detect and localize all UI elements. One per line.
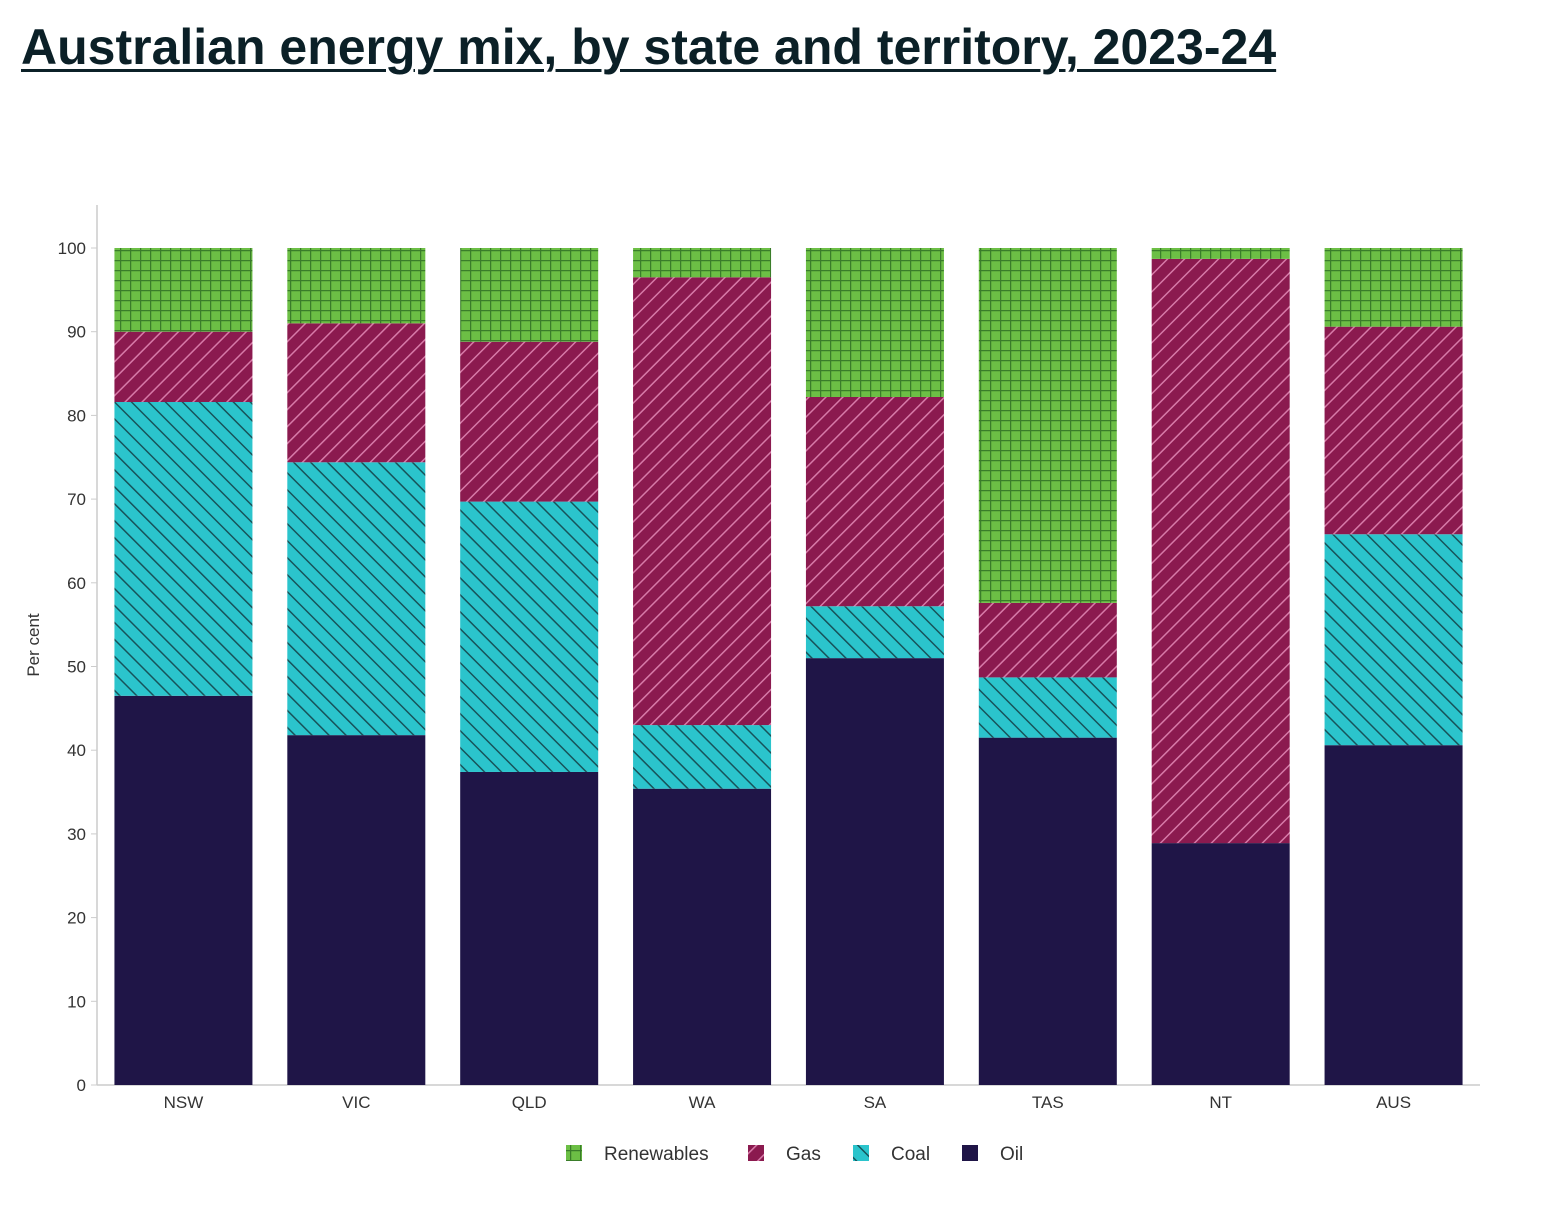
y-axis-label: Per cent <box>24 613 43 677</box>
legend-label: Renewables <box>604 1144 709 1165</box>
bar-aus-coal[interactable] <box>1324 534 1463 746</box>
bar-nsw-renewables[interactable] <box>114 248 253 332</box>
bar-nsw-coal[interactable] <box>114 402 253 696</box>
bar-aus-renewables[interactable] <box>1324 248 1463 327</box>
y-tick-label: 60 <box>67 574 86 593</box>
y-tick-label: 30 <box>67 825 86 844</box>
legend-swatch <box>748 1145 764 1161</box>
x-tick-label: QLD <box>512 1093 547 1112</box>
bar-qld-gas[interactable] <box>460 341 599 502</box>
bar-sa-renewables[interactable] <box>805 248 944 397</box>
bar-wa-renewables[interactable] <box>633 248 772 278</box>
bar-sa-oil[interactable] <box>805 658 944 1085</box>
legend-swatch <box>962 1145 978 1161</box>
legend-label: Coal <box>891 1144 930 1165</box>
bar-sa-gas[interactable] <box>805 396 944 607</box>
x-tick-label: NT <box>1209 1093 1232 1112</box>
bar-vic-coal[interactable] <box>287 462 426 736</box>
x-tick-label: WA <box>689 1093 716 1112</box>
y-tick-label: 50 <box>67 658 86 677</box>
y-tick-label: 90 <box>67 323 86 342</box>
bar-aus-oil[interactable] <box>1324 745 1463 1085</box>
y-tick-label: 40 <box>67 741 86 760</box>
x-tick-label: NSW <box>164 1093 204 1112</box>
bar-wa-coal[interactable] <box>633 725 772 789</box>
bar-qld-oil[interactable] <box>460 771 599 1085</box>
x-tick-label: AUS <box>1376 1093 1411 1112</box>
bar-wa-oil[interactable] <box>633 788 772 1085</box>
legend-swatch <box>566 1145 582 1161</box>
legend-item-renewables[interactable]: Renewables <box>566 1144 709 1165</box>
bar-vic-gas[interactable] <box>287 323 426 463</box>
y-tick-label: 70 <box>67 490 86 509</box>
bar-tas-coal[interactable] <box>978 677 1117 738</box>
y-tick-label: 10 <box>67 992 86 1011</box>
legend-label: Oil <box>1000 1144 1023 1165</box>
y-tick-label: 100 <box>58 239 86 258</box>
bar-tas-renewables[interactable] <box>978 248 1117 603</box>
bar-sa-coal[interactable] <box>805 606 944 659</box>
bar-vic-renewables[interactable] <box>287 248 426 324</box>
y-tick-label: 80 <box>67 406 86 425</box>
bar-aus-gas[interactable] <box>1324 326 1463 535</box>
legend-label: Gas <box>786 1144 821 1165</box>
x-tick-label: SA <box>864 1093 887 1112</box>
bar-wa-gas[interactable] <box>633 277 772 726</box>
bar-nt-gas[interactable] <box>1151 258 1290 844</box>
legend-swatch <box>853 1145 869 1161</box>
y-tick-label: 20 <box>67 909 86 928</box>
bar-nt-oil[interactable] <box>1151 843 1290 1085</box>
bar-qld-coal[interactable] <box>460 501 599 772</box>
bar-tas-oil[interactable] <box>978 737 1117 1085</box>
bar-qld-renewables[interactable] <box>460 248 599 342</box>
x-tick-label: VIC <box>342 1093 370 1112</box>
legend-item-oil[interactable]: Oil <box>962 1144 1023 1165</box>
bar-tas-gas[interactable] <box>978 602 1117 678</box>
legend-item-coal[interactable]: Coal <box>853 1144 930 1165</box>
y-tick-label: 0 <box>77 1076 86 1095</box>
bar-nsw-gas[interactable] <box>114 331 253 403</box>
bar-nsw-oil[interactable] <box>114 695 253 1085</box>
bar-nt-renewables[interactable] <box>1151 248 1290 259</box>
chart-title: Australian energy mix, by state and terr… <box>21 19 1277 75</box>
bar-vic-oil[interactable] <box>287 735 426 1085</box>
legend-item-gas[interactable]: Gas <box>748 1144 821 1165</box>
x-tick-label: TAS <box>1032 1093 1064 1112</box>
